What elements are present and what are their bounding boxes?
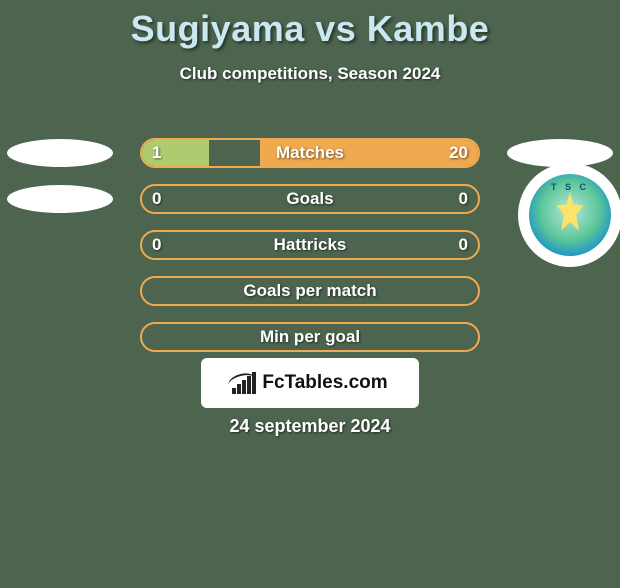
brand-chart-icon [232, 372, 258, 394]
stat-pill: Min per goal [140, 322, 480, 352]
stat-pill: 0 0 Hattricks [140, 230, 480, 260]
stat-row: Min per goal [0, 314, 620, 360]
page-subtitle: Club competitions, Season 2024 [0, 64, 620, 84]
stat-value-left: 1 [152, 143, 161, 163]
page-title: Sugiyama vs Kambe [0, 8, 620, 50]
stat-label: Matches [276, 143, 344, 163]
stat-row: Goals per match [0, 268, 620, 314]
stat-value-left: 0 [152, 235, 161, 255]
team-badge-icon [529, 174, 611, 256]
stat-label: Min per goal [260, 327, 360, 347]
player-left-avatar-placeholder [7, 139, 113, 167]
player-left-avatar-placeholder [7, 185, 113, 213]
stat-label: Hattricks [274, 235, 347, 255]
stat-pill: 1 20 Matches [140, 138, 480, 168]
stat-value-right: 20 [449, 143, 468, 163]
stat-row: 1 20 Matches [0, 130, 620, 176]
stat-label: Goals [286, 189, 333, 209]
brand-text: FcTables.com [262, 372, 387, 394]
stat-value-right: 0 [459, 235, 468, 255]
stat-pill: Goals per match [140, 276, 480, 306]
brand-box: FcTables.com [201, 358, 419, 408]
stat-label: Goals per match [243, 281, 376, 301]
date-text: 24 september 2024 [0, 416, 620, 437]
stat-value-left: 0 [152, 189, 161, 209]
team-badge-right [518, 163, 620, 267]
stat-pill: 0 0 Goals [140, 184, 480, 214]
stat-value-right: 0 [459, 189, 468, 209]
